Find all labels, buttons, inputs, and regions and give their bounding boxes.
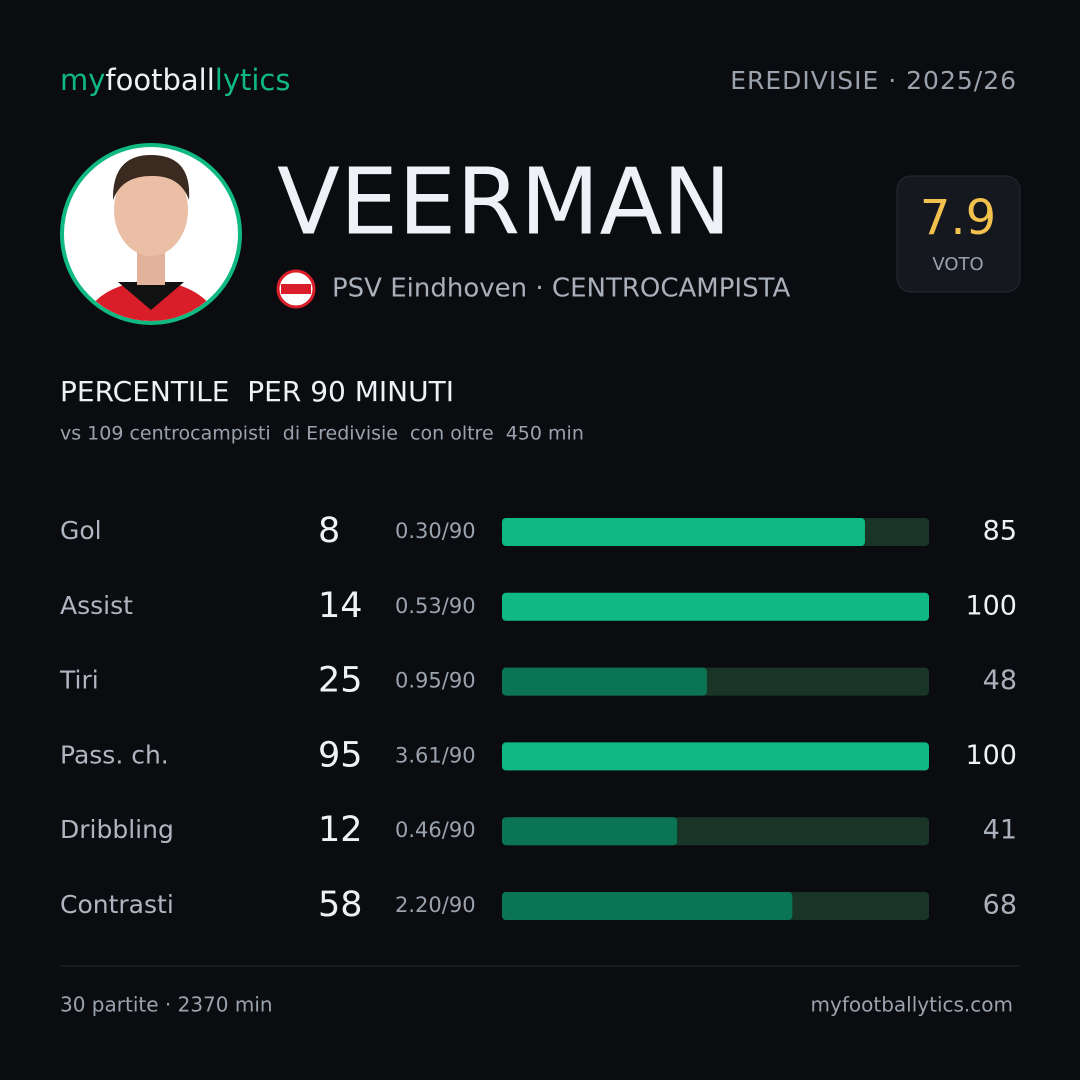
stat-per90: 0.53/90 (395, 594, 476, 618)
percentile-bar (502, 817, 678, 846)
brand-part: lytics (215, 63, 291, 97)
stat-total: 12 (318, 810, 363, 850)
stat-per90: 0.46/90 (395, 818, 476, 842)
rating-box (896, 175, 1021, 293)
percentile-value: 85 (983, 516, 1017, 547)
player-name: VEERMAN (277, 148, 731, 255)
brand-logo: myfootballlytics (60, 63, 290, 97)
stat-total: 95 (318, 735, 363, 775)
percentile-bar (502, 667, 707, 696)
stat-total: 14 (318, 586, 363, 626)
percentile-value: 68 (983, 890, 1017, 921)
percentile-bar (502, 892, 793, 920)
percentile-bar (502, 592, 929, 621)
stat-rows: Gol 8 0.30/90 85 Assist 14 0.53/90 100 Tiri 25 0.9… (59, 511, 1017, 925)
stat-per90: 0.95/90 (395, 669, 476, 693)
percentile-bar (502, 742, 929, 771)
stat-total: 8 (318, 511, 340, 551)
stat-total: 58 (318, 885, 363, 925)
stat-per90: 3.61/90 (395, 743, 476, 767)
section-subtitle: vs 109 centrocampisti di Eredivisie con … (60, 423, 584, 445)
percentile-bar (502, 518, 865, 546)
percentile-value: 48 (983, 665, 1017, 696)
percentile-value: 100 (965, 590, 1017, 621)
stat-label: Dribbling (60, 815, 174, 844)
stat-label: Pass. ch. (60, 740, 169, 769)
footer-left: 30 partite · 2370 min (60, 993, 273, 1017)
stat-label: Tiri (59, 666, 99, 695)
section-title: PERCENTILE PER 90 MINUTI (60, 375, 454, 408)
stat-label: Assist (60, 591, 133, 620)
percentile-value: 100 (965, 740, 1017, 771)
stat-per90: 0.30/90 (395, 519, 476, 543)
rating-value: 7.9 (920, 190, 996, 246)
stat-label: Contrasti (60, 890, 174, 919)
percentile-value: 41 (983, 815, 1017, 846)
stat-per90: 2.20/90 (395, 893, 476, 917)
footer-right: myfootballytics.com (811, 993, 1013, 1017)
team-logo (276, 269, 316, 309)
player-photo (60, 143, 242, 325)
rating-label: VOTO (932, 254, 983, 275)
team-role: PSV Eindhoven · CENTROCAMPISTA (332, 274, 790, 304)
brand-part: football (105, 63, 214, 97)
brand-part: my (60, 63, 105, 97)
stat-label: Gol (60, 516, 102, 545)
league-season: EREDIVISIE · 2025/26 (730, 66, 1017, 95)
stat-total: 25 (318, 661, 363, 701)
